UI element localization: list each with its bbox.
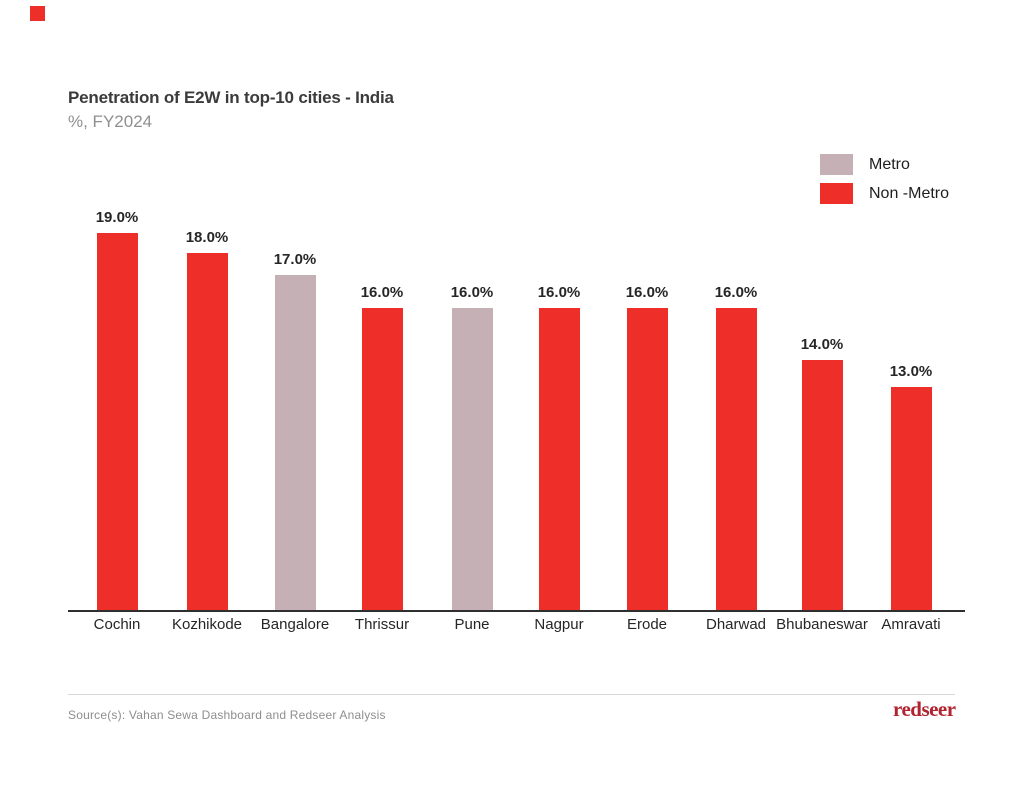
- legend-item-metro: Metro: [820, 154, 949, 175]
- x-axis-label-cochin: Cochin: [93, 616, 141, 633]
- x-axis-label-nagpur: Nagpur: [534, 616, 584, 633]
- bar-cochin: [96, 233, 138, 610]
- footer-divider: [68, 694, 955, 695]
- x-axis-label-bhubaneswar: Bhubaneswar: [776, 616, 868, 633]
- redseer-logo: redseer: [893, 697, 956, 721]
- x-axis-label-thrissur: Thrissur: [354, 616, 410, 633]
- source-note: Source(s): Vahan Sewa Dashboard and Reds…: [68, 708, 386, 722]
- legend: Metro Non -Metro: [820, 154, 949, 204]
- x-axis-label-kozhikode: Kozhikode: [171, 616, 243, 633]
- bar-value-label-nagpur: 16.0%: [537, 284, 581, 301]
- legend-item-non-metro: Non -Metro: [820, 183, 949, 204]
- bar-thrissur: [361, 308, 403, 610]
- x-axis-label-bangalore: Bangalore: [260, 616, 330, 633]
- x-axis-label-pune: Pune: [454, 616, 490, 633]
- bar-bhubaneswar: [801, 360, 843, 610]
- bar-value-label-erode: 16.0%: [625, 284, 669, 301]
- x-axis-label-dharwad: Dharwad: [705, 616, 767, 633]
- legend-label-non-metro: Non -Metro: [869, 184, 950, 202]
- chart-subtitle: %, FY2024: [68, 112, 153, 131]
- bar-dharwad: [715, 308, 757, 610]
- bar-value-label-pune: 16.0%: [450, 284, 494, 301]
- bar-erode: [626, 308, 668, 610]
- bar-value-label-bangalore: 17.0%: [273, 251, 317, 268]
- bar-value-label-bhubaneswar: 14.0%: [800, 336, 844, 353]
- legend-swatch-non-metro: [820, 183, 853, 204]
- x-axis-label-amravati: Amravati: [881, 616, 941, 633]
- x-axis-label-erode: Erode: [626, 616, 668, 633]
- bar-value-label-dharwad: 16.0%: [714, 284, 758, 301]
- bar-value-label-amravati: 13.0%: [889, 363, 933, 380]
- legend-label-metro: Metro: [869, 155, 910, 173]
- bar-nagpur: [538, 308, 580, 610]
- legend-swatch-metro: [820, 154, 853, 175]
- bar-value-label-kozhikode: 18.0%: [185, 229, 229, 246]
- bar-pune: [451, 308, 493, 610]
- bar-value-label-cochin: 19.0%: [95, 209, 139, 226]
- chart-title: Penetration of E2W in top-10 cities - In…: [68, 88, 394, 107]
- bar-amravati: [890, 387, 932, 610]
- accent-square: [30, 6, 45, 21]
- bar-value-label-thrissur: 16.0%: [360, 284, 404, 301]
- x-axis-line: [68, 610, 965, 612]
- bar-kozhikode: [186, 253, 228, 610]
- bar-bangalore: [274, 275, 316, 610]
